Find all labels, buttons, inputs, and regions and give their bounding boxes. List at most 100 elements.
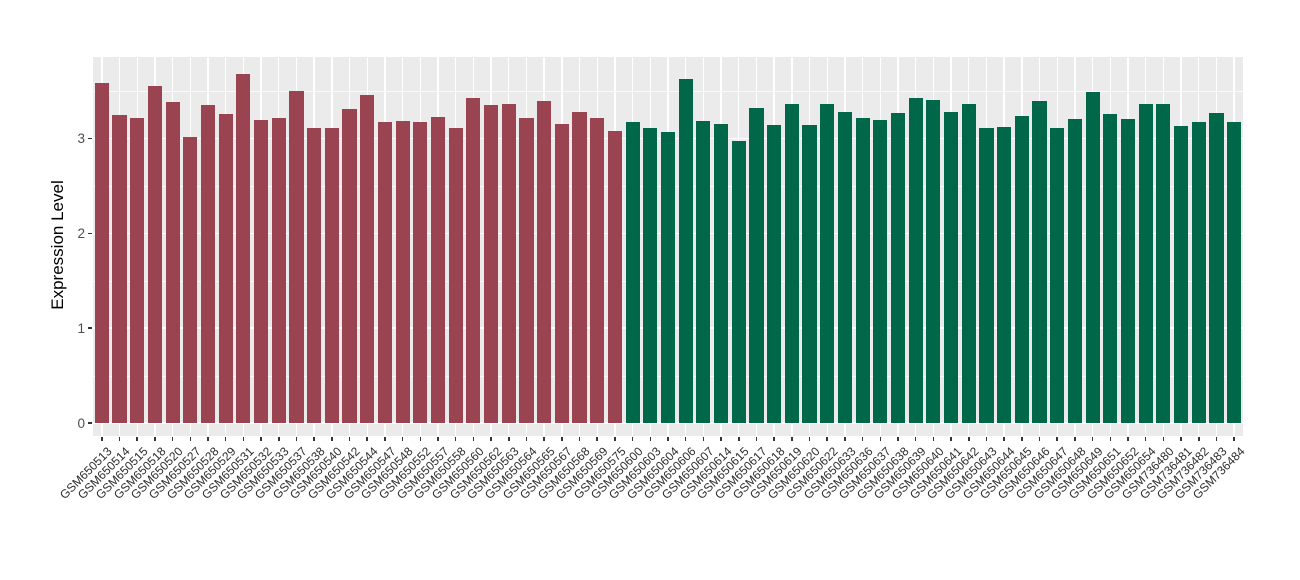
x-axis-tick [490, 437, 492, 441]
x-axis-tick [278, 437, 280, 441]
x-axis-tick [667, 437, 669, 441]
x-axis-tick [791, 437, 793, 441]
x-axis-tick [525, 437, 528, 441]
bar [448, 128, 463, 423]
x-axis-tick [437, 437, 439, 441]
x-axis-tick [950, 437, 952, 441]
x-axis-tick [738, 437, 740, 441]
x-axis-tick [348, 437, 351, 441]
x-axis-tick [154, 437, 156, 441]
y-axis-tick [88, 422, 92, 424]
x-axis-tick [136, 437, 138, 441]
bar [200, 105, 216, 423]
x-axis-tick [826, 437, 828, 441]
bar [254, 119, 269, 423]
bar [643, 128, 658, 423]
bar [236, 74, 251, 423]
bar [802, 125, 817, 423]
bar [1174, 126, 1189, 423]
bar [1227, 122, 1242, 423]
bar [873, 119, 888, 423]
bar [1120, 118, 1136, 423]
bar [112, 114, 127, 423]
plot-panel [93, 57, 1243, 436]
bar [218, 113, 233, 423]
minor-gridline [93, 91, 1243, 93]
x-axis-tick [101, 437, 103, 441]
bar [749, 108, 764, 423]
bar [484, 105, 499, 423]
bar [1067, 118, 1082, 423]
x-axis-tick [1021, 437, 1023, 441]
x-axis-tick [808, 437, 811, 441]
bar [837, 112, 852, 423]
bar [1209, 113, 1224, 423]
x-axis-tick [260, 437, 262, 441]
bar [466, 97, 481, 423]
bar [1191, 121, 1206, 423]
bar [289, 91, 304, 423]
bar [1050, 128, 1065, 423]
x-axis-tick [242, 437, 245, 441]
y-tick-label: 3 [77, 131, 85, 147]
x-axis-tick [720, 437, 722, 441]
bar [855, 117, 870, 423]
bar [660, 131, 676, 423]
x-axis-tick [649, 437, 652, 441]
x-axis-tick [914, 437, 917, 441]
x-axis-tick [1056, 437, 1058, 441]
x-axis-tick [401, 437, 404, 441]
bar [413, 122, 428, 423]
x-axis-tick [596, 437, 598, 441]
bar [890, 113, 906, 423]
x-axis-tick [454, 437, 457, 441]
x-axis-tick [578, 437, 581, 441]
x-axis-tick [1074, 437, 1076, 441]
x-axis-tick [1144, 437, 1147, 441]
bar [944, 112, 959, 423]
bar [1085, 92, 1100, 423]
x-axis-tick [1091, 437, 1094, 441]
bar [360, 95, 375, 423]
bar [1156, 103, 1171, 423]
x-axis-tick [1198, 437, 1200, 441]
bar [997, 127, 1012, 423]
x-axis-tick [295, 437, 298, 441]
x-axis-tick [755, 437, 758, 441]
bar [1103, 113, 1118, 423]
bar [625, 121, 640, 423]
x-axis-tick [702, 437, 705, 441]
bar [165, 101, 180, 423]
bar [767, 125, 782, 423]
y-axis-tick [88, 232, 92, 235]
bar [94, 82, 109, 423]
bar [537, 100, 552, 423]
x-axis-tick [561, 437, 563, 441]
x-axis-tick [985, 437, 988, 441]
x-axis-tick [1109, 437, 1112, 441]
bar [696, 120, 711, 423]
bar [908, 97, 923, 423]
bar [183, 136, 198, 423]
x-axis-tick [844, 437, 846, 441]
bar [590, 117, 605, 423]
bar [307, 128, 322, 423]
bar [501, 103, 516, 423]
bar [271, 117, 286, 423]
bar [430, 116, 446, 423]
bar [377, 121, 392, 423]
x-axis-tick [1038, 437, 1041, 441]
x-axis-tick [331, 437, 333, 441]
bar [820, 103, 835, 423]
bar [961, 103, 976, 423]
y-axis-tick [88, 327, 92, 329]
bar [554, 124, 569, 423]
bar [731, 140, 746, 423]
bar [979, 128, 994, 423]
x-axis-tick [313, 437, 315, 441]
x-axis-tick [419, 437, 422, 441]
x-axis-tick [118, 437, 121, 441]
major-gridline [93, 422, 1243, 424]
bar [1138, 103, 1153, 423]
